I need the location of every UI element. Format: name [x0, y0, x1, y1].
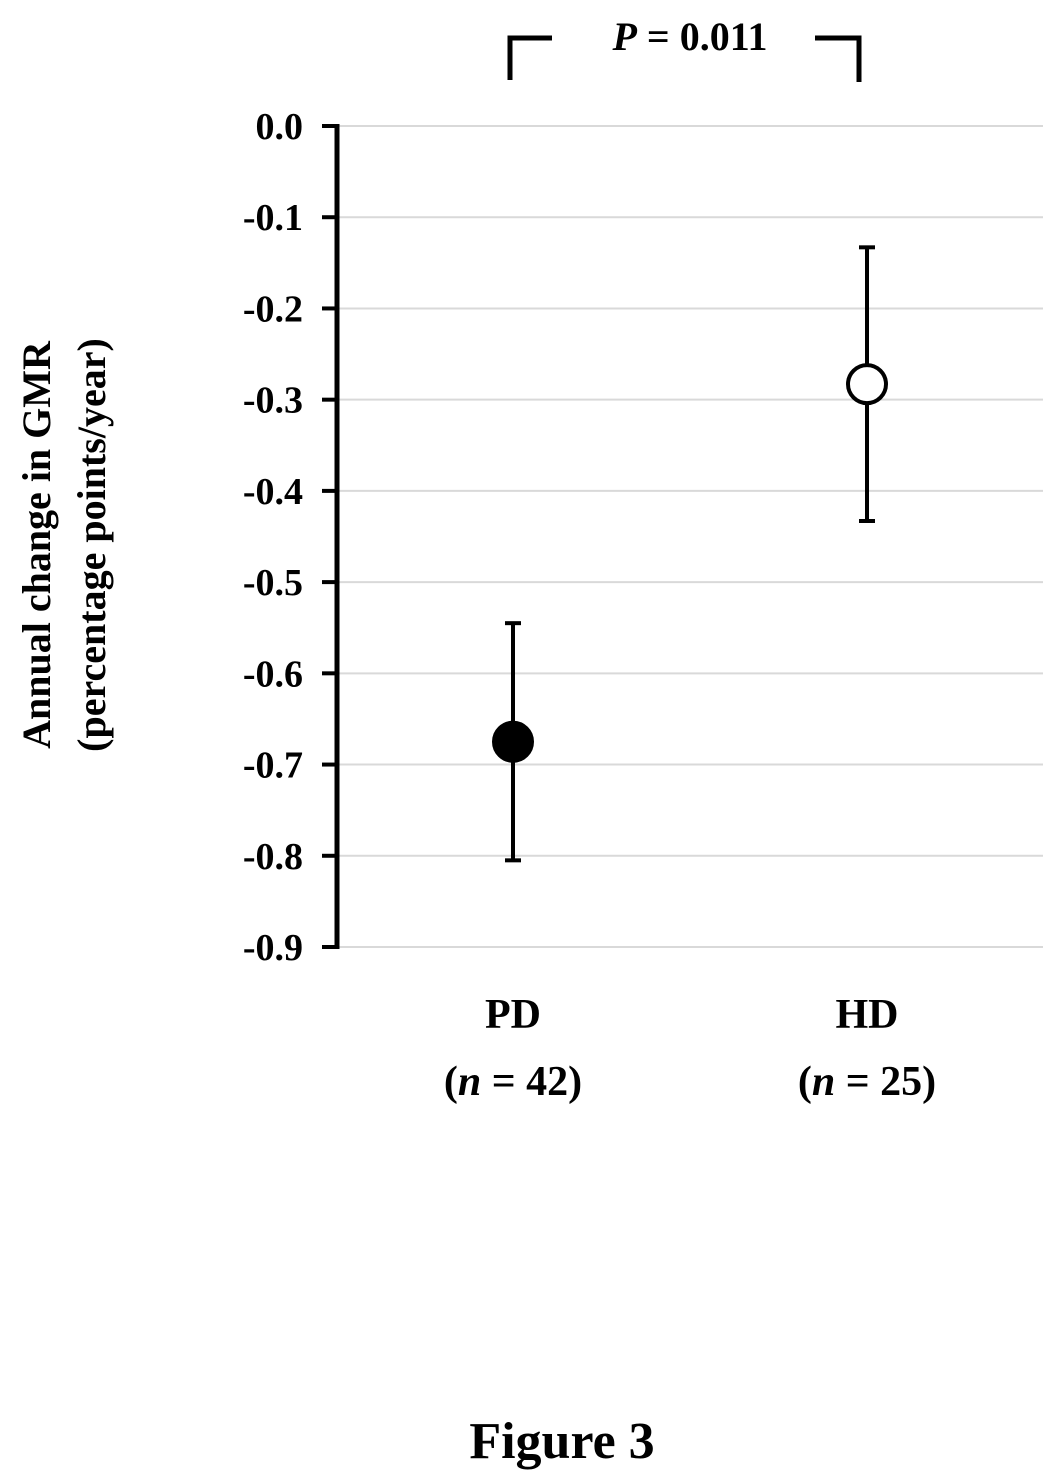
y-tick-label: 0.0 — [256, 106, 304, 148]
y-tick-label: -0.3 — [243, 380, 303, 422]
category-sample-size-pd: (n = 42) — [444, 1059, 582, 1105]
y-tick-label: -0.1 — [243, 197, 303, 239]
marker-layer — [492, 363, 888, 763]
y-tick-label: -0.7 — [243, 745, 303, 787]
p-symbol: P — [611, 14, 637, 59]
significance-bracket: P = 0.011 — [507, 14, 862, 82]
y-axis-title-line1: Annual change in GMR — [14, 340, 59, 749]
category-sample-size-hd: (n = 25) — [798, 1059, 936, 1105]
p-value-label: P = 0.011 — [611, 14, 767, 59]
y-tick-label: -0.5 — [243, 562, 303, 604]
figure-caption: Figure 3 — [469, 1413, 654, 1470]
y-tick-label: -0.6 — [243, 653, 303, 695]
axis-layer — [322, 124, 340, 949]
p-value-text: = 0.011 — [637, 14, 768, 59]
sample-size-text: = 42) — [481, 1059, 582, 1105]
data-point-pd — [492, 720, 534, 763]
y-axis-title-line2: (percentage points/year) — [69, 338, 114, 752]
y-tick-label: -0.2 — [243, 288, 303, 330]
sample-size-text: = 25) — [835, 1059, 936, 1105]
y-tick-label: -0.4 — [243, 471, 303, 513]
n-symbol: n — [458, 1059, 481, 1105]
bracket-left-arm — [507, 35, 552, 80]
y-tick-label: -0.8 — [243, 836, 303, 878]
bracket-right-arm — [815, 35, 862, 82]
category-label-hd: HD — [836, 992, 899, 1038]
tick-label-layer: 0.0 -0.1 -0.2 -0.3 -0.4 -0.5 -0.6 -0.7 -0.8 -0.9 — [243, 106, 303, 969]
grid-layer — [337, 125, 1043, 948]
category-label-pd: PD — [485, 992, 541, 1038]
y-tick-label: -0.9 — [243, 927, 303, 969]
data-point-hd — [846, 363, 888, 406]
error-bar-layer — [505, 245, 875, 863]
n-symbol: n — [812, 1059, 835, 1105]
